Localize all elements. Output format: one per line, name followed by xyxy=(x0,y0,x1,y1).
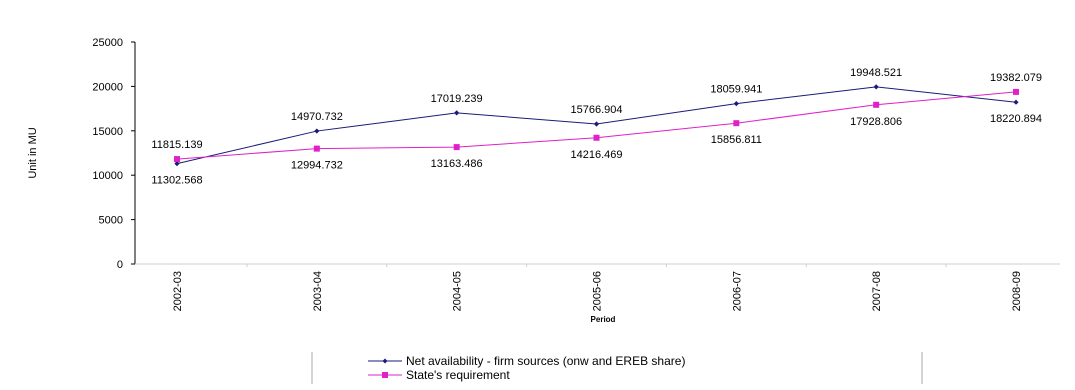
data-label: 18059.941 xyxy=(710,84,762,96)
data-label: 11302.568 xyxy=(151,175,202,187)
data-point-square xyxy=(873,101,880,108)
data-label: 13163.486 xyxy=(431,158,483,170)
data-label: 19382.079 xyxy=(990,72,1042,84)
y-tick-label: 15000 xyxy=(92,126,123,138)
data-label: 15856.811 xyxy=(711,134,762,146)
data-label: 19948.521 xyxy=(850,67,902,79)
data-label: 18220.894 xyxy=(990,113,1042,125)
data-point-diamond xyxy=(733,101,739,107)
data-point-square xyxy=(1013,88,1019,95)
data-label: 17928.806 xyxy=(850,116,902,128)
y-tick-label: 5000 xyxy=(99,215,123,227)
data-point-square xyxy=(733,120,740,127)
legend: Net availability - firm sources (onw and… xyxy=(311,352,923,384)
data-point-diamond xyxy=(873,84,879,90)
x-tick-label: 2005-06 xyxy=(592,271,604,311)
data-point-square xyxy=(593,134,600,141)
x-tick-label: 2002-03 xyxy=(172,271,184,311)
y-tick-label: 0 xyxy=(117,259,123,271)
x-tick-label: 2004-05 xyxy=(452,271,464,311)
data-label: 12994.732 xyxy=(291,160,343,172)
y-tick-label: 25000 xyxy=(92,37,123,49)
data-point-diamond xyxy=(454,110,460,116)
legend-diamond-marker xyxy=(382,358,388,364)
data-label: 17019.239 xyxy=(431,93,483,105)
x-tick-label: 2003-04 xyxy=(312,271,324,311)
legend-item-state-requirement: State's requirement xyxy=(368,368,510,382)
y-tick-label: 20000 xyxy=(92,81,123,93)
data-point-diamond xyxy=(593,121,600,127)
data-label: 11815.139 xyxy=(151,139,202,151)
data-point-diamond xyxy=(174,161,180,167)
x-tick-labels: 2002-03 2003-04 2004-05 2005-06 2006-07 2007-… xyxy=(172,264,1023,311)
y-axis-title: Unit in MU xyxy=(27,127,39,178)
data-point-square xyxy=(174,156,180,163)
x-tick-label: 2008-09 xyxy=(1011,271,1023,311)
legend-label: State's requirement xyxy=(406,368,510,382)
x-tick-label: 2007-08 xyxy=(871,271,883,311)
data-point-diamond xyxy=(314,128,320,134)
legend-label: Net availability - firm sources (onw and… xyxy=(406,354,685,368)
y-tick-label: 10000 xyxy=(92,170,123,182)
data-label: 14216.469 xyxy=(571,149,623,161)
data-label: 14970.732 xyxy=(291,111,343,123)
data-point-square xyxy=(313,145,320,152)
x-axis-title: Period xyxy=(591,315,616,324)
x-tick-label: 2006-07 xyxy=(731,271,743,311)
y-tick-labels: 0 5000 10000 15000 20000 25000 xyxy=(92,37,135,271)
data-point-diamond xyxy=(1013,99,1019,105)
data-point-square xyxy=(453,144,460,151)
data-labels: 11302.568 11815.139 14970.732 12994.732 1701… xyxy=(151,67,1042,187)
legend-item-net-availability: Net availability - firm sources (onw and… xyxy=(368,354,685,368)
series-layer xyxy=(174,84,1019,167)
legend-square-marker xyxy=(382,372,388,378)
data-label: 15766.904 xyxy=(571,104,623,116)
